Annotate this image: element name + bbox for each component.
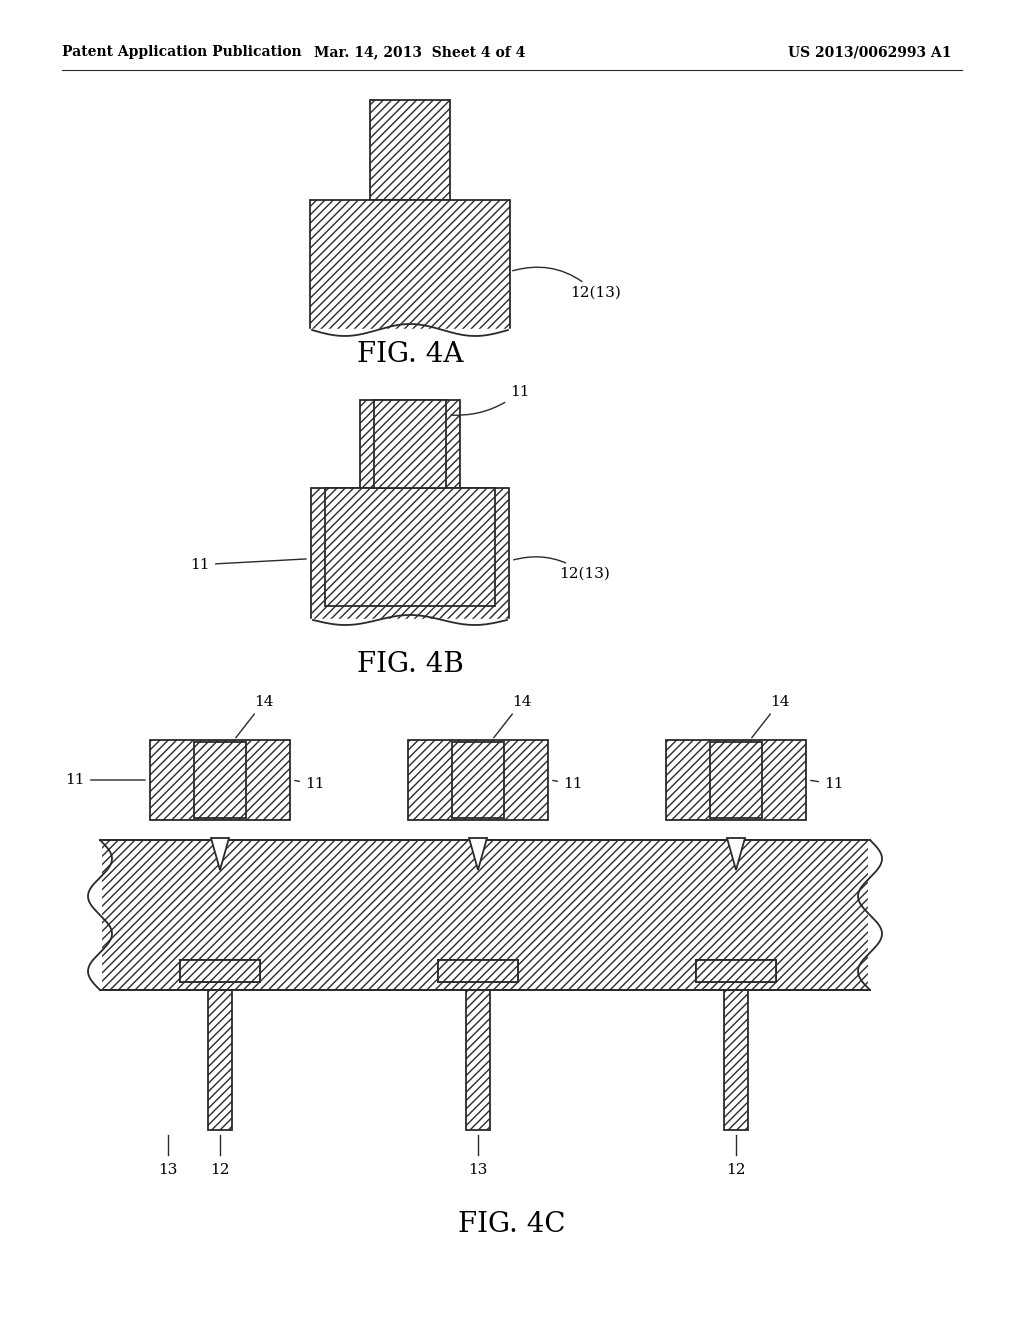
Bar [452, 742, 504, 818]
Bar [374, 400, 446, 488]
Text: FIG. 4A: FIG. 4A [356, 342, 463, 368]
Bar [311, 488, 509, 620]
Bar [438, 960, 518, 982]
Bar [408, 741, 548, 820]
Bar [325, 488, 495, 606]
Text: FIG. 4C: FIG. 4C [459, 1212, 565, 1238]
Text: 11: 11 [553, 777, 583, 791]
Text: 14: 14 [752, 696, 790, 738]
Bar [194, 742, 246, 818]
Bar [696, 960, 776, 982]
Bar [100, 840, 870, 990]
Bar [310, 201, 510, 330]
Bar [180, 960, 260, 982]
Text: 12: 12 [210, 1163, 229, 1177]
Text: 12: 12 [726, 1163, 745, 1177]
Text: 11: 11 [66, 774, 145, 787]
Text: US 2013/0062993 A1: US 2013/0062993 A1 [788, 45, 951, 59]
Text: Patent Application Publication: Patent Application Publication [62, 45, 302, 59]
Bar [150, 741, 290, 820]
Bar [370, 100, 450, 201]
Bar [438, 960, 518, 982]
Text: 14: 14 [236, 696, 273, 738]
Text: Mar. 14, 2013  Sheet 4 of 4: Mar. 14, 2013 Sheet 4 of 4 [314, 45, 525, 59]
Text: 11: 11 [811, 777, 844, 791]
Bar [696, 960, 776, 982]
Text: 13: 13 [468, 1163, 487, 1177]
Bar [180, 960, 260, 982]
Text: 13: 13 [159, 1163, 178, 1177]
Text: FIG. 4B: FIG. 4B [356, 652, 464, 678]
Bar [666, 741, 806, 820]
Bar [724, 990, 748, 1130]
Polygon shape [469, 838, 487, 870]
Polygon shape [211, 838, 229, 870]
Text: 11: 11 [451, 385, 529, 416]
Text: 12(13): 12(13) [514, 557, 610, 581]
Polygon shape [727, 838, 745, 870]
Bar [360, 400, 460, 488]
Text: 11: 11 [295, 777, 325, 791]
Text: 14: 14 [494, 696, 531, 738]
Text: 12(13): 12(13) [513, 267, 621, 300]
Bar [208, 990, 232, 1130]
Text: 11: 11 [190, 557, 306, 572]
Bar [466, 990, 490, 1130]
Bar [710, 742, 762, 818]
